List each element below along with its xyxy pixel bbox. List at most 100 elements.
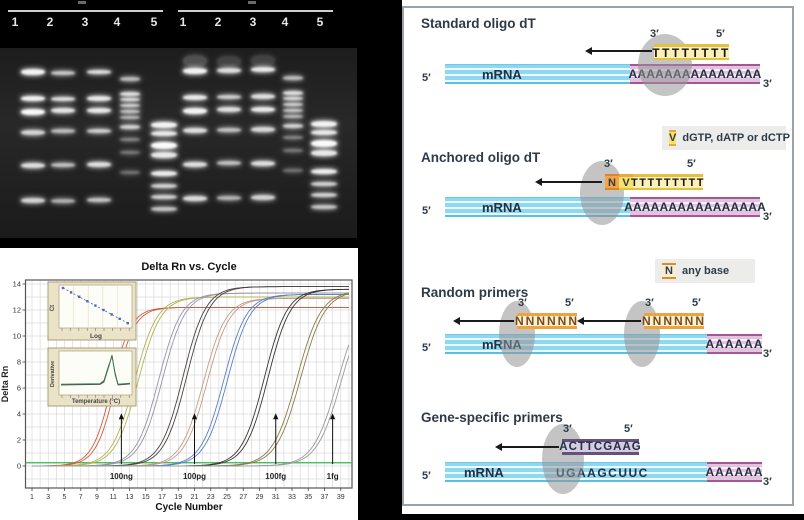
y-tick-label: 0 xyxy=(17,462,21,471)
gel-band xyxy=(51,71,75,75)
amplification-curve xyxy=(32,355,350,467)
gel-band xyxy=(87,129,111,133)
qpcr-amplification-plot: 100ng 100pg 100fg 1fg 1 3 5 7 9 11 13 15 17 19 21 23 25 2… xyxy=(0,248,358,520)
legend-v-box: V dGTP, dATP or dCTP xyxy=(662,126,790,150)
gel-image: 1 2 3 4 5 1 2 3 4 5 xyxy=(0,0,357,248)
gel-lane-number: 2 xyxy=(46,15,54,29)
gel-band xyxy=(183,128,207,133)
gel-band xyxy=(120,116,140,119)
gel-band xyxy=(151,131,177,136)
x-tick-label: 31 xyxy=(272,494,280,501)
ct-arrowhead xyxy=(191,413,198,420)
x-tick-label: 25 xyxy=(223,494,231,501)
gel-band xyxy=(51,129,75,133)
gel-lane-number: 2 xyxy=(214,15,222,29)
primer-three-prime: 3′ xyxy=(604,158,613,170)
section-title-standard-oligo-dt: Standard oligo dT xyxy=(421,16,536,31)
section-title-gene-specific-primers: Gene-specific primers xyxy=(421,410,563,425)
bottom-black-strip xyxy=(357,514,804,520)
gel-band xyxy=(311,121,337,127)
gel-band xyxy=(183,162,207,167)
primer-sequence: NNNNNN xyxy=(515,314,579,328)
gel-lane-number: 1 xyxy=(11,15,19,29)
svg-text:Derivative: Derivative xyxy=(50,361,56,387)
ct-arrowhead xyxy=(330,413,336,420)
x-tick-label: 35 xyxy=(304,494,312,501)
gel-top-label-remnant xyxy=(78,1,86,4)
primer-five-prime: 5′ xyxy=(624,423,633,435)
gel-band xyxy=(151,184,177,188)
amount-label: 100ng xyxy=(110,472,133,481)
gel-band xyxy=(311,140,337,147)
gel-band xyxy=(87,70,111,74)
polya-tail: AAAAAA xyxy=(706,334,763,354)
three-prime-label: 3′ xyxy=(763,476,772,488)
x-tick-label: 9 xyxy=(95,494,99,501)
gel-band xyxy=(51,97,75,101)
x-tick-label: 27 xyxy=(239,494,247,501)
standard-curve-inset: Ct Log xyxy=(47,281,137,341)
gel-band xyxy=(51,163,75,167)
gel-band xyxy=(311,150,337,156)
gel-top-label-remnant xyxy=(248,1,256,4)
gel-band xyxy=(251,161,275,166)
y-tick-label: 12 xyxy=(13,306,21,315)
polya-tail: AAAAAA xyxy=(706,462,763,482)
primer-five-prime: 5′ xyxy=(565,297,574,309)
chart-title: Delta Rn vs. Cycle xyxy=(141,261,236,273)
ct-arrowhead xyxy=(118,413,124,420)
mrna-label: mRNA xyxy=(464,465,504,480)
legend-n-chip: N xyxy=(662,263,676,279)
gel-band xyxy=(151,171,177,176)
amount-label: 100pg xyxy=(183,472,206,481)
legend-n-box: N any base xyxy=(655,259,755,283)
anchor-n-chip: N xyxy=(605,174,619,190)
y-tick-label: 4 xyxy=(17,410,21,419)
x-tick-label: 13 xyxy=(126,494,134,501)
gel-band xyxy=(283,103,303,106)
random-primer-2: NNNNNN xyxy=(642,313,706,329)
gel-group-bracket xyxy=(8,10,163,12)
gel-band xyxy=(217,196,241,200)
x-tick-label: 29 xyxy=(256,494,264,501)
oligo-dt-primer: TTTTTTTTT xyxy=(631,174,704,190)
five-prime-label: 5′ xyxy=(422,342,431,354)
gel-band xyxy=(251,94,275,99)
primer-three-prime: 3′ xyxy=(650,28,659,40)
gel-band xyxy=(21,109,45,115)
primer-five-prime: 5′ xyxy=(692,297,701,309)
gel-band xyxy=(283,91,303,95)
gel-band xyxy=(120,92,140,96)
gel-lane-number: 4 xyxy=(113,15,121,29)
rt-enzyme-blob xyxy=(580,161,624,225)
gel-band xyxy=(120,171,140,174)
gel-band xyxy=(120,77,140,81)
amplification-curve xyxy=(32,306,349,467)
gel-band xyxy=(251,107,275,112)
gel-band xyxy=(251,67,275,72)
polya-tail: AAAAAAAAAAAAAAAA xyxy=(624,197,766,217)
gel-band xyxy=(283,136,303,139)
mrna-strand xyxy=(445,64,630,84)
gel-band xyxy=(87,198,111,202)
legend-n-text: any base xyxy=(682,265,730,277)
gel-band xyxy=(151,152,177,158)
svg-text:Temperature (°C): Temperature (°C) xyxy=(72,399,120,405)
gel-band xyxy=(21,198,45,203)
five-prime-label: 5′ xyxy=(422,205,431,217)
svg-text:Ct: Ct xyxy=(50,305,56,311)
y-tick-label: 14 xyxy=(13,280,21,289)
gel-band xyxy=(217,68,241,73)
gene-specific-primer: ACTTCGAAG xyxy=(559,439,641,455)
x-tick-label: 1 xyxy=(30,494,34,501)
gel-lane-number: 5 xyxy=(150,15,158,29)
primer-three-prime: 3′ xyxy=(563,423,572,435)
gel-band xyxy=(87,96,111,101)
gel-band xyxy=(217,56,241,67)
gel-band xyxy=(151,142,177,149)
primer-sequence: NNNNNN xyxy=(642,314,706,328)
gel-band xyxy=(217,107,241,112)
section-title-anchored-oligo-dt: Anchored oligo dT xyxy=(421,150,541,165)
gel-band xyxy=(183,196,207,201)
